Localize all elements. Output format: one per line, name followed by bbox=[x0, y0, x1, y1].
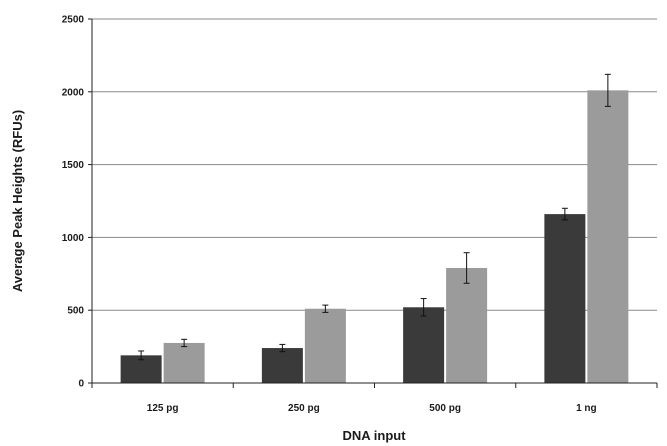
y-tick-label: 1500 bbox=[62, 160, 85, 171]
x-tick-label: 250 pg bbox=[288, 403, 320, 414]
error-bar bbox=[604, 73, 611, 107]
y-tick-label: 500 bbox=[67, 306, 84, 317]
error-bar bbox=[138, 350, 145, 361]
error-bar bbox=[463, 252, 470, 284]
bar-series-2-1-ng bbox=[587, 90, 629, 384]
error-bars bbox=[138, 73, 611, 361]
y-tick-label: 0 bbox=[78, 379, 84, 390]
error-bar bbox=[420, 298, 427, 317]
bar-series-1-1-ng bbox=[544, 214, 586, 383]
y-axis-ticks: 0 500 1000 1500 2000 2500 bbox=[62, 15, 92, 390]
x-tick-label: 500 pg bbox=[429, 403, 461, 414]
y-tick-label: 2000 bbox=[62, 87, 85, 98]
x-axis-ticks: 125 pg 250 pg 500 pg 1 ng bbox=[91, 383, 658, 414]
bar-series-2-250-pg bbox=[304, 308, 346, 383]
y-tick-label: 1000 bbox=[62, 233, 85, 244]
bar-series-2-500-pg bbox=[446, 267, 488, 383]
bar-series-2-125-pg bbox=[163, 342, 205, 383]
error-bar bbox=[561, 207, 568, 221]
bar-series-1-500-pg bbox=[403, 307, 445, 383]
x-tick-label: 1 ng bbox=[576, 403, 597, 414]
y-axis-title: Average Peak Heights (RFUs) bbox=[10, 110, 25, 292]
y-tick-label: 2500 bbox=[62, 15, 85, 26]
x-tick-label: 125 pg bbox=[147, 403, 179, 414]
error-bar bbox=[322, 304, 329, 313]
bars bbox=[120, 90, 629, 384]
bar-series-1-250-pg bbox=[261, 348, 303, 383]
error-bar bbox=[279, 343, 286, 353]
error-bar bbox=[181, 338, 188, 348]
x-axis-title: DNA input bbox=[342, 428, 406, 443]
